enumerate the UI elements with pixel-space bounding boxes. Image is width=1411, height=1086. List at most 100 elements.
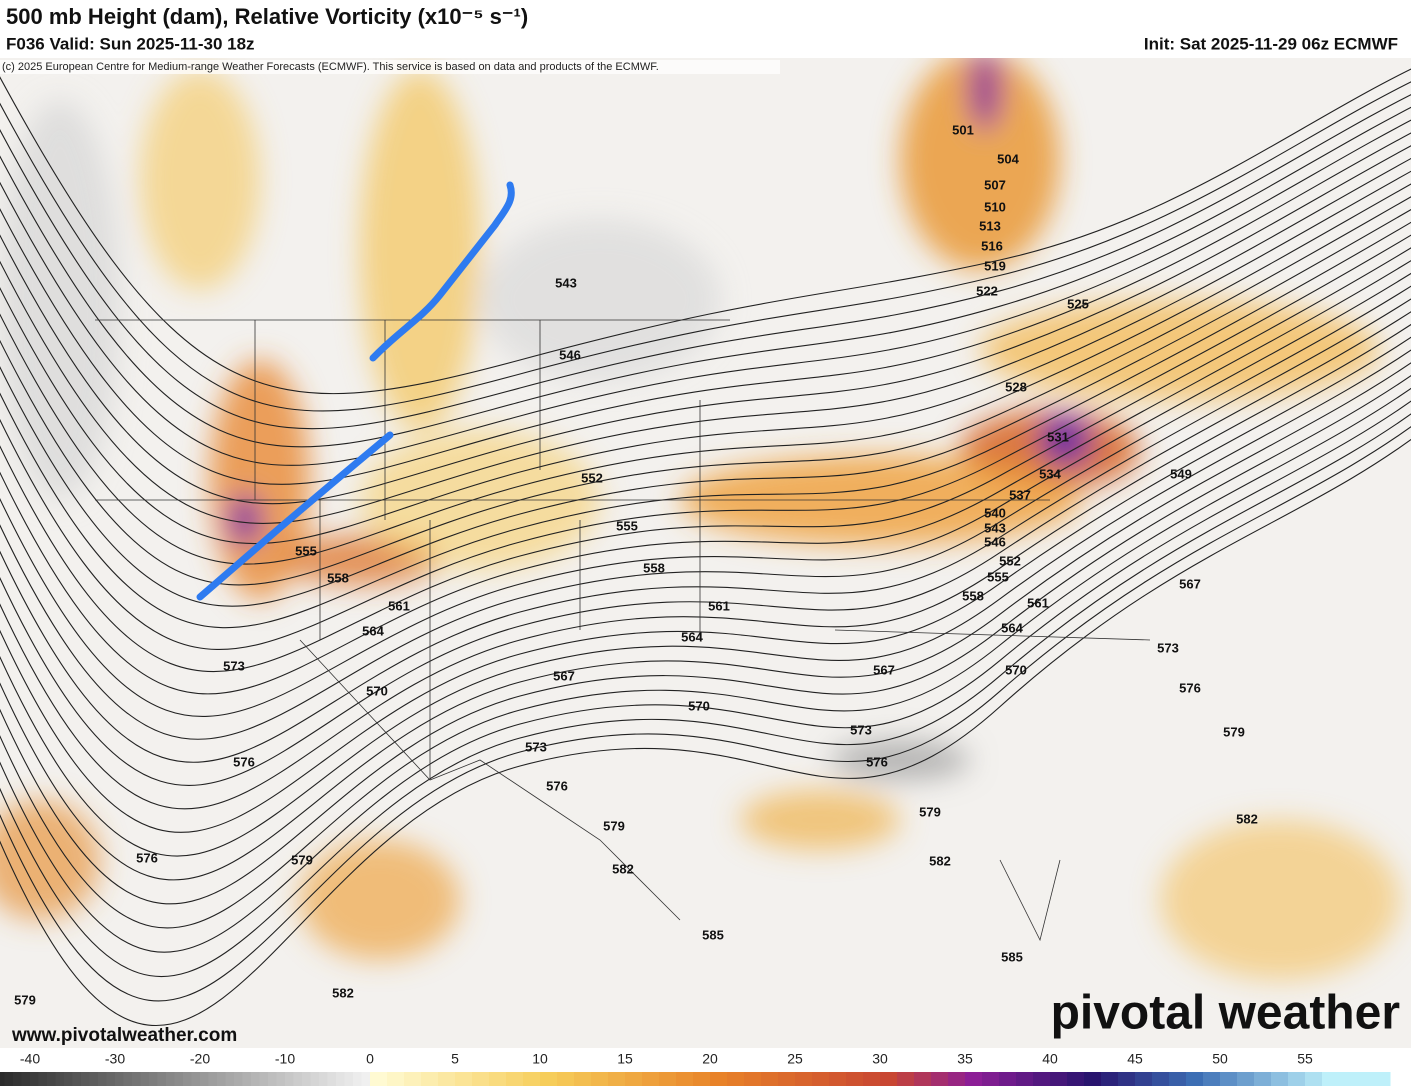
colorbar-cell [404,1072,422,1086]
colorbar-cell [310,1072,320,1086]
contour-label: 504 [997,151,1019,166]
contour-label: 579 [14,992,36,1007]
colorbar-cell [293,1072,303,1086]
contour-label: 528 [1005,379,1027,394]
colorbar-cell [64,1072,73,1086]
colorbar-cell [744,1072,762,1086]
colorbar-tick-label: -20 [190,1051,210,1067]
colorbar-cell [242,1072,252,1086]
contour-labels: 5015045075105135165195225255285315345375… [14,122,1258,1007]
contour-label: 567 [1179,576,1201,591]
colorbar-cell [880,1072,898,1086]
contour-label: 576 [1179,680,1201,695]
contour-label: 579 [1223,724,1245,739]
colorbar-tick-label: -10 [275,1051,295,1067]
contour-line [0,132,1411,485]
contour-label: 564 [681,629,703,644]
height-contours [0,68,1411,1026]
contour-line [0,145,1411,505]
colorbar-cell [1067,1072,1085,1086]
colorbar-cell [13,1072,22,1086]
colorbar-cell [1373,1072,1391,1086]
colorbar-cell [0,1072,5,1086]
title: 500 mb Height (dam), Relative Vorticity … [6,4,528,29]
contour-line [0,285,1411,740]
valid-time: F036 Valid: Sun 2025-11-30 18z [6,34,255,53]
colorbar-cell [863,1072,881,1086]
colorbar-cell [98,1072,107,1086]
colorbar-cell [693,1072,711,1086]
logo: pivotal weather [1051,987,1400,1040]
colorbar-cell [166,1072,175,1086]
contour-line [0,336,1411,833]
website: www.pivotalweather.com [11,1025,237,1046]
colorbar-cell [846,1072,864,1086]
colorbar-tick-label: 30 [872,1051,888,1067]
colorbar-cell [208,1072,218,1086]
contour-label: 564 [362,623,384,638]
colorbar-cell [344,1072,354,1086]
contour-line [0,413,1411,978]
colorbar-tick-label: 50 [1212,1051,1228,1067]
political-borders [95,319,1151,942]
contour-label: 582 [332,985,354,1000]
colorbar-cell [1169,1072,1187,1086]
contour-label: 546 [559,347,581,362]
colorbar-cell [1135,1072,1153,1086]
colorbar-cell [38,1072,48,1086]
contour-label: 573 [223,658,245,673]
colorbar-cell [489,1072,507,1086]
contour-label: 540 [984,505,1006,520]
colorbar-cell [276,1072,286,1086]
contour-label: 549 [1170,466,1192,481]
colorbar-cell [574,1072,592,1086]
contour-line [0,272,1411,717]
contour-line [0,106,1411,448]
contour-label: 561 [708,598,730,613]
colorbar-tick-label: 25 [787,1051,803,1067]
contour-label: 582 [612,861,634,876]
contour-label: 585 [1001,949,1023,964]
colorbar-cell [336,1072,345,1086]
contour-label: 582 [1236,811,1258,826]
contour-label: 525 [1067,296,1089,311]
contour-label: 570 [1005,662,1027,677]
colorbar-tick-label: 20 [702,1051,718,1067]
contour-label: 567 [553,668,575,683]
colorbar-cell [200,1072,209,1086]
colorbar-cell [1271,1072,1289,1086]
colorbar-tick-label: -40 [20,1051,40,1067]
colorbar-cell [1016,1072,1034,1086]
init-time: Init: Sat 2025-11-29 06z ECMWF [1144,34,1398,53]
colorbar-cell [659,1072,677,1086]
colorbar-cell [1084,1072,1102,1086]
colorbar-tick-label: 0 [366,1051,374,1067]
colorbar-cell [268,1072,277,1086]
colorbar-cell [225,1072,235,1086]
contour-line [0,157,1411,524]
colorbar-cell [625,1072,643,1086]
contour-line [0,81,1411,412]
contour-label: 546 [984,534,1006,549]
colorbar-cell [999,1072,1017,1086]
contour-line [0,208,1411,607]
contour-label: 537 [1009,487,1031,502]
colorbar-cell [251,1072,260,1086]
contour-label: 555 [987,569,1009,584]
colorbar-cell [361,1072,371,1086]
contour-label: 501 [952,122,974,137]
contour-label: 558 [643,560,665,575]
colorbar-cell [72,1072,82,1086]
colorbar-cell [174,1072,184,1086]
contour-line [0,260,1411,695]
colorbar-cell [965,1072,983,1086]
colorbar-cell [140,1072,150,1086]
contour-line [0,349,1411,857]
colorbar-cell [506,1072,524,1086]
contour-line [0,247,1411,673]
colorbar-cell [1118,1072,1136,1086]
colorbar-cell [914,1072,932,1086]
contour-label: 558 [962,588,984,603]
colorbar-cell [1203,1072,1221,1086]
